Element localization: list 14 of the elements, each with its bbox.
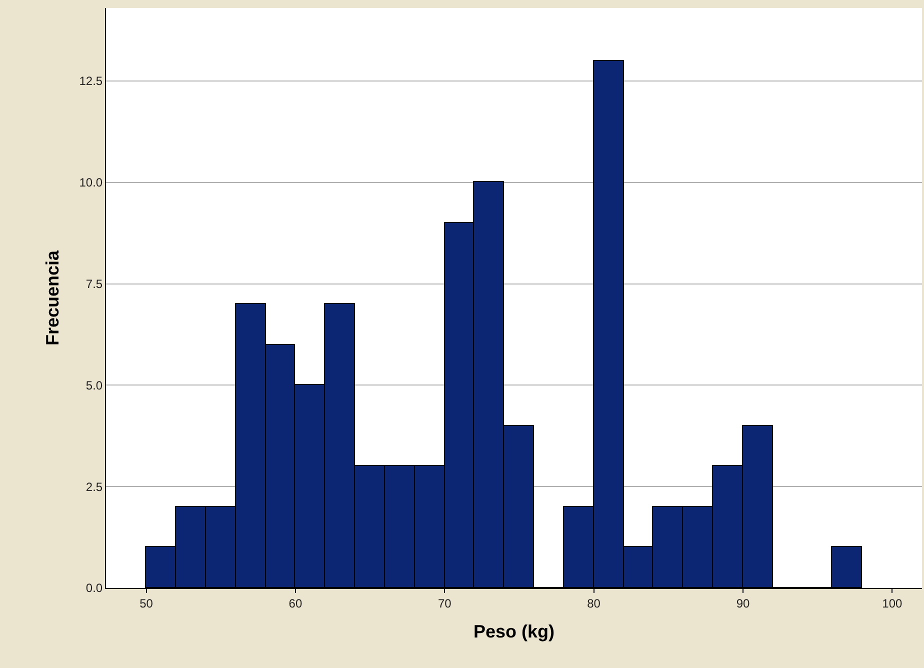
y-tick-label: 5.0: [86, 378, 103, 392]
x-tick-label: 90: [736, 596, 750, 610]
y-tick-label: 7.5: [86, 277, 103, 291]
x-tick-label: 70: [438, 596, 452, 610]
x-tick-label: 60: [288, 596, 302, 610]
y-tick-label: 2.5: [86, 480, 103, 494]
y-tick-label: 10.0: [79, 176, 103, 190]
y-tick-label: 12.5: [79, 74, 103, 88]
y-tick-label: 0.0: [86, 581, 103, 596]
x-tick-label: 100: [882, 596, 902, 610]
y-axis-title: Frecuencia: [42, 249, 62, 346]
x-tick-label: 80: [587, 596, 601, 610]
x-axis-title: Peso (kg): [473, 622, 555, 642]
x-tick-label: 50: [140, 596, 154, 610]
